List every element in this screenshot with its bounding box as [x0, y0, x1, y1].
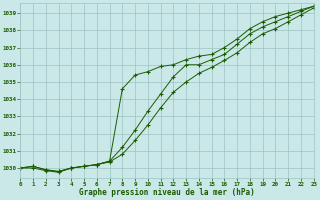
X-axis label: Graphe pression niveau de la mer (hPa): Graphe pression niveau de la mer (hPa) [79, 188, 255, 197]
